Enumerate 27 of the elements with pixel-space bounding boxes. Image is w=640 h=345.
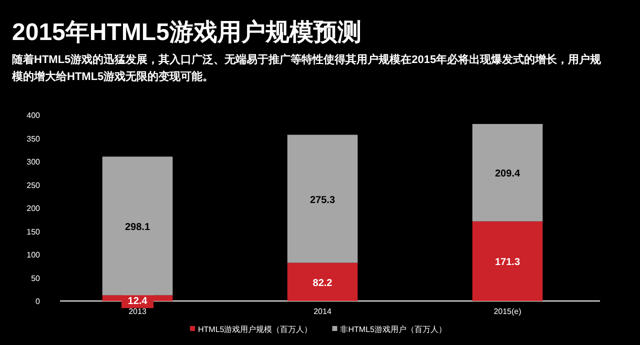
bar bbox=[472, 221, 543, 301]
bar bbox=[472, 124, 543, 222]
bar bbox=[287, 134, 358, 263]
bar bbox=[287, 262, 358, 301]
x-tick-label: 2015(e) bbox=[494, 307, 522, 316]
data-label: 209.4 bbox=[494, 168, 520, 180]
y-tick-label: 0 bbox=[36, 297, 41, 306]
y-tick-label: 150 bbox=[26, 227, 41, 236]
data-label: 298.1 bbox=[124, 222, 150, 233]
y-tick-label: 350 bbox=[26, 134, 41, 144]
data-label: 275.3 bbox=[310, 194, 336, 206]
y-tick-label: 50 bbox=[31, 274, 41, 283]
data-label: 12.4 bbox=[128, 296, 148, 308]
y-tick-label: 250 bbox=[26, 180, 41, 190]
chart-title: 2015年HTML5游戏用户规模预测 bbox=[12, 19, 362, 46]
data-label: 82.2 bbox=[312, 278, 333, 289]
legend-label: 非HTML5游戏用户（百万人） bbox=[340, 325, 446, 334]
y-tick-label: 300 bbox=[26, 158, 41, 166]
data-label: 171.3 bbox=[494, 257, 520, 268]
x-tick-label: 2014 bbox=[314, 307, 332, 316]
x-tick-label: 2013 bbox=[128, 307, 147, 316]
y-tick-label: 100 bbox=[26, 250, 41, 260]
y-tick-label: 400 bbox=[26, 111, 41, 120]
y-tick-label: 200 bbox=[26, 204, 41, 213]
legend-label: HTML5游戏用户规模（百万人） bbox=[198, 325, 312, 334]
bar bbox=[102, 156, 173, 296]
chart-subtitle: 随着HTML5游戏的迅猛发展，其入口广泛、无端易于推广等特性使得其用户规模在2015年必将出现爆发式的增长，用户规模的增大给HTML5游戏无限的变现可能。 bbox=[12, 52, 602, 85]
